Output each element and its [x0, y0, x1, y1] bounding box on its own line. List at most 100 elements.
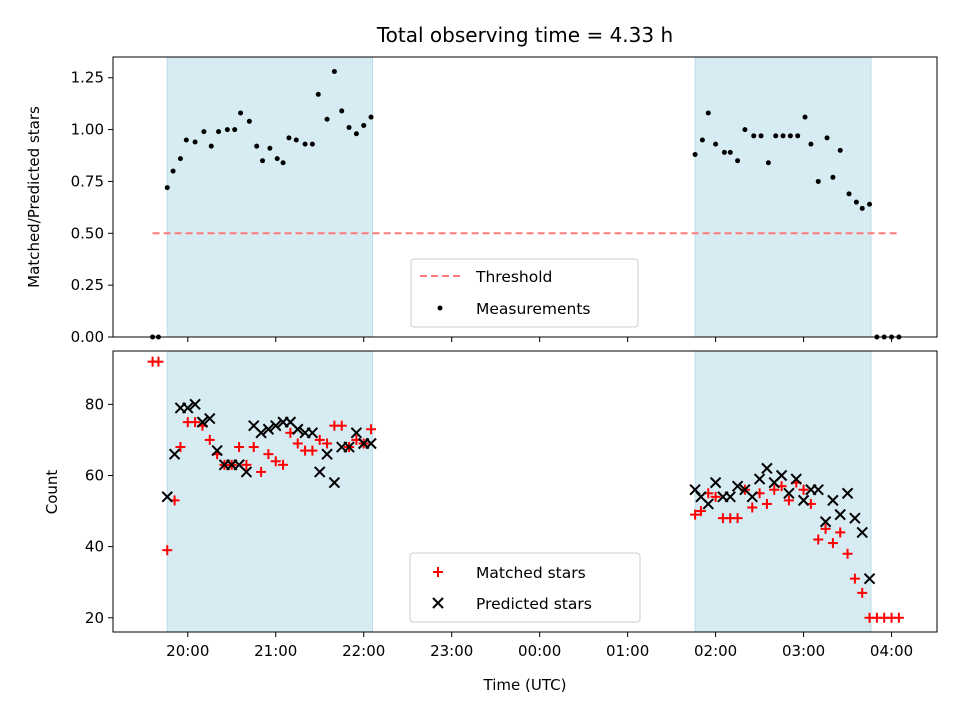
shaded-interval-1 [166, 350, 374, 633]
measurement-point [246, 118, 252, 124]
matched-star-point [783, 495, 794, 506]
measurement-point [331, 69, 337, 75]
measurement-point [787, 133, 793, 139]
y-tick-label: 20 [85, 609, 104, 627]
measurement-point [721, 149, 727, 155]
ratio-panel: 0.00 0.25 0.50 0.75 1.00 1.25 Matched/Predict… [25, 56, 938, 346]
matched-star-point [175, 442, 186, 453]
predicted-star-point [292, 423, 304, 435]
matched-star-point [813, 534, 824, 545]
matched-star-point [798, 484, 809, 495]
measurement-point [315, 91, 321, 97]
matched-star-point [747, 502, 758, 513]
predicted-star-point [827, 494, 839, 507]
matched-star-point [241, 459, 252, 470]
measurement-point [758, 133, 764, 139]
measurement-point [742, 127, 748, 133]
x-tick-label: 04:00 [870, 642, 913, 660]
predicted-star-point [350, 427, 363, 439]
matched-star-point [234, 442, 245, 453]
measurement-point [808, 141, 814, 147]
legend-predicted-label: Predicted stars [476, 595, 592, 613]
predicted-star-point [731, 480, 744, 492]
predicted-star-point [306, 427, 319, 439]
measurement-point [339, 108, 345, 114]
ratio-legend: Threshold Measurements [410, 258, 639, 328]
observing-windows [166, 56, 872, 338]
legend-predicted-swatch [432, 597, 444, 609]
matched-star-point [278, 459, 289, 470]
y-tick-label: 1.25 [71, 69, 104, 87]
measurement-point [280, 160, 286, 166]
x-axis-label: Time (UTC) [483, 676, 567, 694]
counts-legend-box [409, 552, 641, 623]
predicted-star-point [761, 462, 773, 475]
measurement-point [216, 129, 222, 135]
matched-star-point [248, 442, 259, 453]
measurement-point [853, 199, 859, 205]
matched-star-point [190, 417, 201, 428]
x-tick-label: 01:00 [606, 642, 649, 660]
measurement-point [699, 137, 705, 143]
measurement-point [183, 137, 189, 143]
counts-panel: 20 40 60 80 20:00 21:00 22:00 23:00 00:00 01:00 0… [43, 350, 938, 694]
shaded-interval-2 [694, 350, 872, 633]
measurement-point [286, 135, 292, 141]
y-tick-label: 1.00 [71, 121, 104, 139]
measurement-point [177, 156, 183, 162]
predicted-star-point [863, 572, 876, 585]
legend-measurements-label: Measurements [476, 300, 591, 318]
shaded-interval-2 [694, 56, 872, 338]
predicted-star-point [262, 423, 275, 435]
counts-y-axis-label: Count [43, 470, 61, 515]
predicted-star-point [702, 498, 714, 510]
chart-title: Total observing time = 4.33 h [376, 23, 673, 47]
predicted-star-point [161, 491, 173, 503]
x-tick-label: 22:00 [342, 642, 385, 660]
measurement-point [780, 133, 786, 139]
predicted-star-point [709, 476, 722, 489]
matched-star-point [162, 545, 173, 556]
measurement-point [751, 133, 757, 139]
predicted-star-point [255, 427, 267, 439]
matched-star-point [842, 548, 853, 559]
matched-star-point [322, 438, 333, 449]
matched-star-point [835, 527, 846, 538]
predicted-star-point [182, 402, 194, 414]
predicted-star-point [841, 487, 854, 499]
ratio-legend-box [410, 258, 639, 328]
measurement-point [260, 158, 266, 164]
measurement-point [765, 160, 771, 166]
x-tick-label: 03:00 [782, 642, 825, 660]
predicted-star-point [343, 441, 355, 453]
measurement-point [309, 141, 315, 147]
legend-matched-label: Matched stars [476, 564, 586, 582]
y-tick-label: 0.75 [71, 172, 104, 190]
legend-measurements-swatch [437, 305, 443, 311]
measurement-point [846, 191, 852, 197]
legend-threshold-label: Threshold [475, 268, 552, 286]
matched-star-point [695, 506, 706, 517]
measurement-point [192, 139, 198, 145]
measurement-point [713, 141, 719, 147]
measurement-point [302, 141, 308, 147]
matched-star-point [204, 434, 215, 445]
measurement-point [238, 110, 244, 116]
matched-star-point [769, 484, 780, 495]
predicted-star-point [783, 487, 795, 499]
predicted-star-point [834, 508, 846, 521]
counts-legend: Matched stars Predicted stars [409, 552, 641, 623]
predicted-star-point [314, 466, 326, 478]
y-tick-label: 0.00 [71, 328, 104, 346]
measurement-point [201, 129, 207, 135]
matched-star-point [270, 456, 281, 467]
predicted-star-point [753, 473, 766, 485]
matched-star-point [690, 509, 701, 520]
measurement-point [346, 125, 352, 131]
predicted-star-point [270, 419, 282, 432]
y-tick-label: 40 [85, 538, 104, 556]
matched-star-point [336, 420, 347, 431]
legend-matched-swatch [433, 567, 443, 577]
y-tick-label: 60 [85, 466, 104, 484]
measurement-point [837, 147, 843, 153]
